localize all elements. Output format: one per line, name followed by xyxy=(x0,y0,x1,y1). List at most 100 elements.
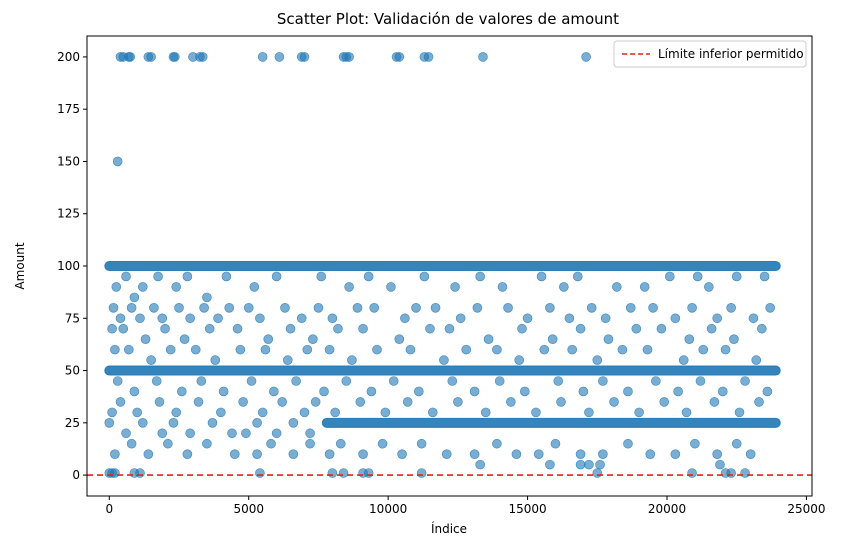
data-point xyxy=(355,397,366,407)
data-point xyxy=(207,418,218,428)
data-point xyxy=(536,271,547,282)
data-point xyxy=(135,468,145,478)
data-point xyxy=(296,313,307,324)
data-point xyxy=(165,344,176,355)
data-point xyxy=(224,303,235,313)
data-point xyxy=(319,386,329,397)
data-point xyxy=(266,438,276,449)
data-point xyxy=(193,397,204,407)
data-point xyxy=(715,459,725,470)
data-point xyxy=(411,303,421,313)
data-point xyxy=(497,282,508,292)
data-point xyxy=(681,407,692,418)
data-point xyxy=(472,303,483,313)
data-point xyxy=(313,303,324,313)
data-point xyxy=(592,355,603,365)
data-point xyxy=(712,313,722,324)
data-point xyxy=(197,52,208,62)
data-point xyxy=(288,449,299,459)
data-point xyxy=(754,397,764,407)
data-point xyxy=(598,449,608,459)
data-point xyxy=(740,468,750,478)
data-point xyxy=(174,303,184,313)
data-point xyxy=(631,323,642,334)
data-point xyxy=(394,52,405,62)
data-point xyxy=(204,323,215,334)
data-point xyxy=(717,386,728,397)
x-tick-label: 5000 xyxy=(233,502,264,516)
data-point xyxy=(124,344,134,355)
y-tick-label: 75 xyxy=(65,311,80,325)
data-point xyxy=(492,344,502,355)
data-point xyxy=(213,313,223,324)
data-point xyxy=(126,303,137,313)
data-point xyxy=(125,52,136,62)
data-point xyxy=(400,313,410,324)
data-point xyxy=(572,271,583,282)
y-axis: 0 25 50 75 100 125 150 175 200 xyxy=(57,50,87,482)
data-point xyxy=(634,407,644,418)
data-point xyxy=(740,376,750,386)
data-point xyxy=(759,271,770,282)
y-tick-label: 150 xyxy=(57,154,80,168)
data-point xyxy=(439,355,449,365)
data-point xyxy=(112,156,123,167)
data-point xyxy=(255,468,265,478)
data-point xyxy=(363,271,374,282)
data-point xyxy=(581,52,591,62)
data-point xyxy=(235,344,246,355)
data-point xyxy=(639,282,650,292)
data-point xyxy=(358,449,368,459)
dense-point-band xyxy=(104,365,781,376)
data-point xyxy=(483,334,494,344)
data-point xyxy=(352,303,363,313)
data-point xyxy=(556,397,566,407)
data-point xyxy=(645,449,656,459)
data-point xyxy=(135,313,145,324)
data-point xyxy=(112,376,123,386)
data-point xyxy=(648,303,658,313)
data-point xyxy=(327,313,338,324)
data-point xyxy=(271,271,282,282)
x-tick-label: 10000 xyxy=(369,502,407,516)
data-point xyxy=(227,428,237,439)
x-tick-label: 25000 xyxy=(787,502,825,516)
data-point xyxy=(503,303,513,313)
data-point xyxy=(584,459,594,470)
dense-point-band xyxy=(321,417,781,428)
data-point xyxy=(285,323,296,334)
data-point xyxy=(157,313,168,324)
data-point xyxy=(394,334,405,344)
data-point xyxy=(447,376,458,386)
data-point xyxy=(709,397,720,407)
data-point xyxy=(461,344,472,355)
data-point xyxy=(153,271,163,282)
chart-title: Scatter Plot: Validación de valores de a… xyxy=(277,10,619,28)
legend-box xyxy=(613,40,807,68)
data-point xyxy=(170,52,180,62)
data-point xyxy=(567,344,577,355)
data-point xyxy=(316,271,327,282)
data-point xyxy=(280,303,290,313)
y-tick-label: 200 xyxy=(57,50,80,64)
data-point xyxy=(107,323,117,334)
data-point xyxy=(522,313,533,324)
legend: Límite inferior permitido xyxy=(613,40,807,68)
data-point xyxy=(291,376,301,386)
data-point xyxy=(372,344,382,355)
data-point xyxy=(129,386,140,397)
data-point xyxy=(414,386,424,397)
dense-point-band xyxy=(104,261,781,271)
data-point xyxy=(107,407,117,418)
data-point xyxy=(575,323,586,334)
data-point xyxy=(255,313,265,324)
data-point xyxy=(506,397,516,407)
data-point xyxy=(110,344,120,355)
data-point xyxy=(111,282,122,292)
data-point xyxy=(347,355,357,365)
data-point xyxy=(425,323,435,334)
data-point xyxy=(149,303,159,313)
data-point xyxy=(238,397,248,407)
data-point xyxy=(726,468,736,478)
